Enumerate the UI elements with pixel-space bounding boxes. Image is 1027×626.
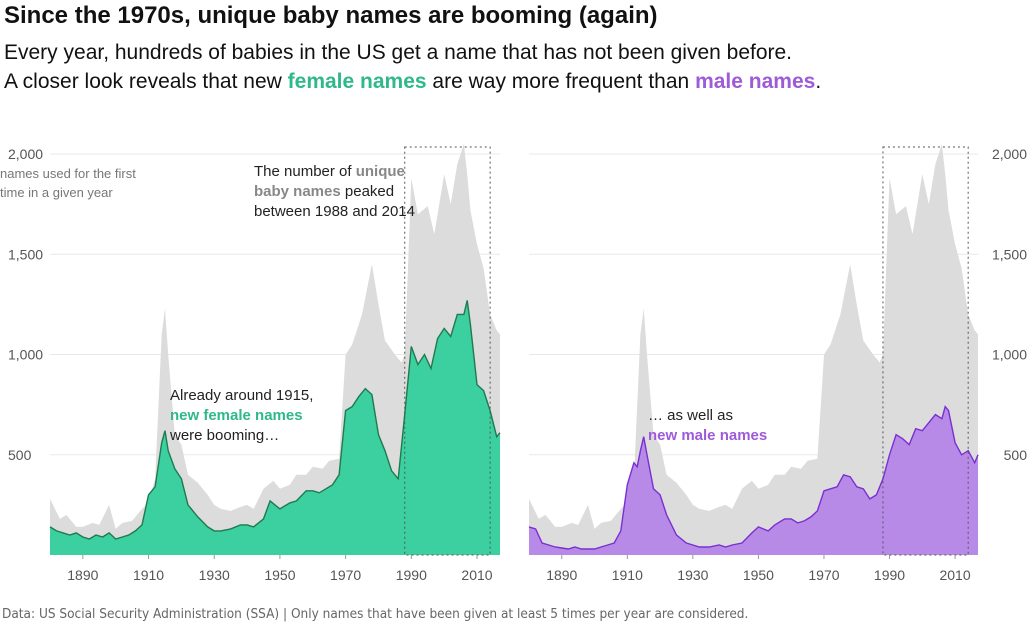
chart-title: Since the 1970s, unique baby names are b… <box>4 2 658 29</box>
right-y-tick-1000: 1,000 <box>992 347 1027 363</box>
right-x-tick-1970: 1970 <box>808 567 839 583</box>
right-new-names-area <box>529 406 978 555</box>
right-x-tick-2010: 2010 <box>939 567 970 583</box>
subtitle-male-names: male names <box>695 70 816 93</box>
right-peak-highlight-box <box>882 146 969 556</box>
subtitle-line-1: Every year, hundreds of babies in the US… <box>4 41 793 64</box>
left-y-tick-1000: 1,000 <box>8 347 43 363</box>
female-annotation-line-3: were booming… <box>169 427 279 444</box>
female-annotation-line-1: Already around 1915, <box>170 387 313 404</box>
left-panel-female: 1890 1910 1930 1950 1970 1990 2010 500 1,000 1,50… <box>8 144 501 583</box>
left-x-tick-2010: 2010 <box>461 567 492 583</box>
subtitle-female-names: female names <box>287 70 427 93</box>
left-x-tick-1890: 1890 <box>67 567 98 583</box>
right-x-tick-1990: 1990 <box>874 567 905 583</box>
peak-annotation-line-2: baby names peaked <box>254 183 394 200</box>
right-x-tick-1930: 1930 <box>677 567 708 583</box>
peak-annotation-line-3: between 1988 and 2014 <box>254 203 415 220</box>
male-annotation-line-2: new male names <box>648 427 767 444</box>
left-y-tick-1500: 1,500 <box>8 246 43 262</box>
source-caption: Data: US Social Security Administration … <box>2 606 749 622</box>
left-x-tick-1930: 1930 <box>199 567 230 583</box>
left-y-tick-2000: 2,000 <box>8 146 43 162</box>
male-annotation-line-1: … as well as <box>648 407 733 424</box>
left-peak-highlight-box <box>404 146 491 556</box>
peak-annotation-line-1: The number of unique <box>254 163 405 180</box>
subtitle-text-b: are way more frequent than <box>426 70 696 93</box>
left-new-names-line <box>49 300 501 540</box>
right-y-tick-1500: 1,500 <box>992 246 1027 262</box>
y-unit-label-line-2: time in a given year <box>0 185 113 200</box>
subtitle-line-2: A closer look reveals that new female na… <box>4 70 821 94</box>
left-y-tick-500: 500 <box>8 447 32 463</box>
right-x-tick-1890: 1890 <box>546 567 577 583</box>
right-panel-male: 1890 1910 1930 1950 1970 1990 2010 500 1,000 1,50… <box>528 144 1027 583</box>
right-x-tick-1950: 1950 <box>743 567 774 583</box>
y-unit-label-line-1: names used for the first <box>0 166 136 181</box>
subtitle-text-a: A closer look reveals that new <box>4 70 288 93</box>
left-x-tick-1970: 1970 <box>330 567 361 583</box>
right-x-tick-1910: 1910 <box>612 567 643 583</box>
right-y-tick-2000: 2,000 <box>992 146 1027 162</box>
left-new-names-area <box>50 300 500 555</box>
subtitle-text-c: . <box>815 70 822 93</box>
right-new-names-line <box>528 405 979 550</box>
left-x-tick-1950: 1950 <box>264 567 295 583</box>
right-y-tick-500: 500 <box>1004 447 1027 463</box>
annotations: names used for the first time in a given… <box>0 163 767 444</box>
left-x-tick-1990: 1990 <box>396 567 427 583</box>
left-x-tick-1910: 1910 <box>133 567 164 583</box>
female-annotation-line-2: new female names <box>170 407 303 424</box>
